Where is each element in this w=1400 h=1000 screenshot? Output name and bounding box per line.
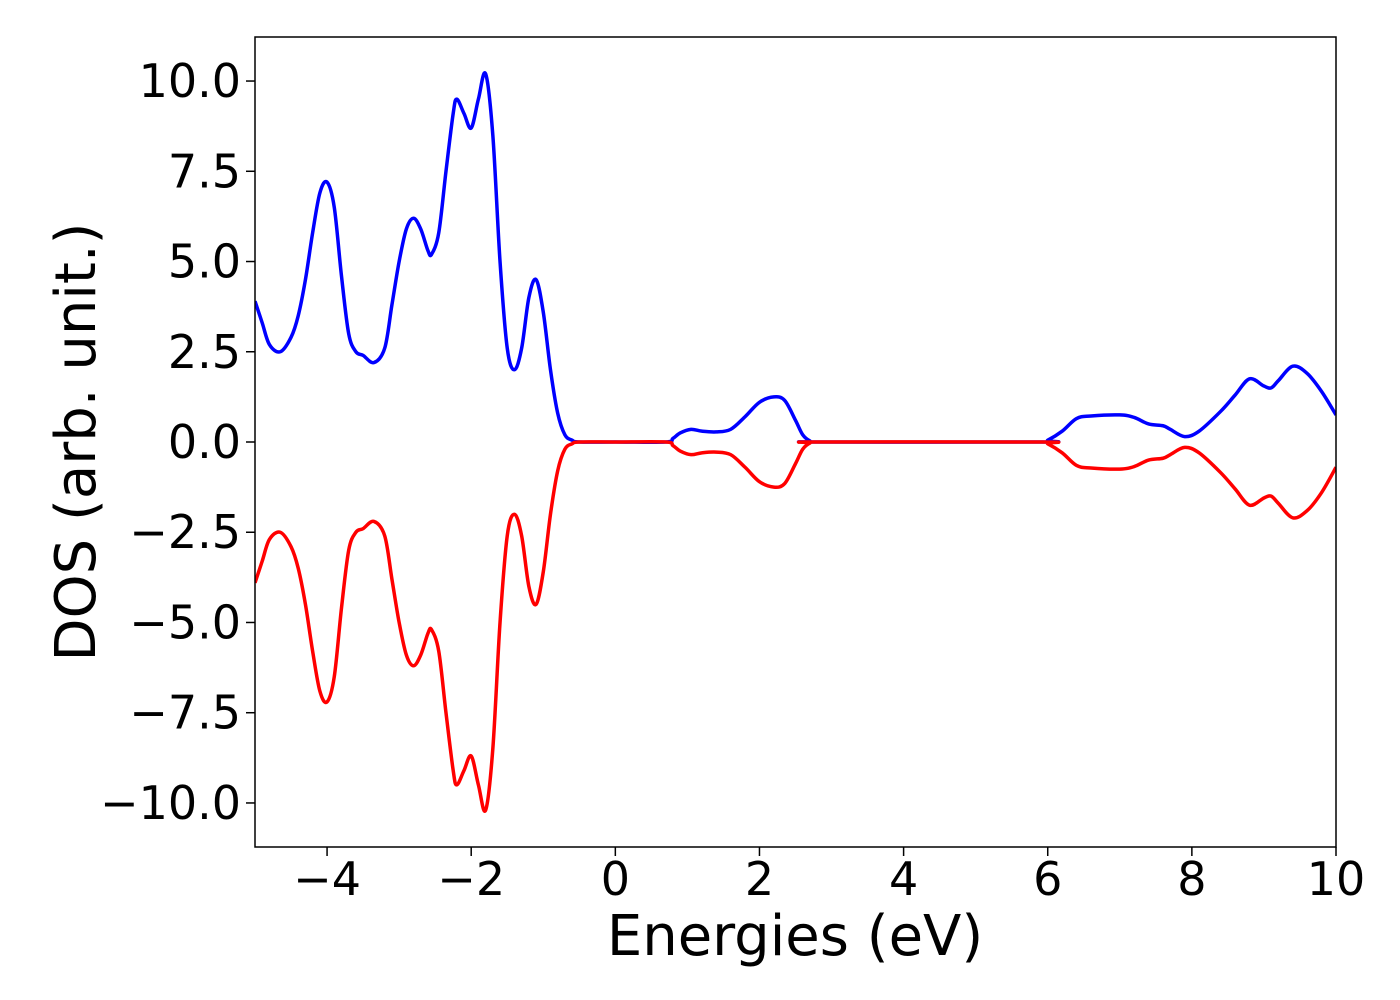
y-tick-label: 5.0 (168, 235, 241, 289)
y-tick-label: −5.0 (129, 595, 241, 649)
dos-line (255, 71, 1336, 445)
y-tick-label: 7.5 (168, 144, 241, 198)
y-tick-label: 2.5 (168, 325, 241, 379)
y-tick-label: −2.5 (129, 505, 241, 559)
x-tick-label: 0 (601, 852, 630, 906)
x-tick-label: 6 (1033, 852, 1062, 906)
x-axis-label: Energies (eV) (607, 904, 983, 969)
x-tick-label: −2 (437, 852, 505, 906)
x-tick-label: −4 (293, 852, 361, 906)
dos-line (255, 439, 1336, 813)
y-tick-label: 0.0 (168, 415, 241, 469)
x-tick-label: 4 (889, 852, 918, 906)
x-tick-label: 10 (1307, 852, 1366, 906)
plot-frame (254, 36, 1337, 848)
y-tick-label: 10.0 (139, 54, 241, 108)
x-tick-label: 2 (745, 852, 774, 906)
y-axis-label: DOS (arb. unit.) (44, 222, 109, 661)
y-tick-label: −10.0 (100, 776, 241, 830)
x-tick-label: 8 (1177, 852, 1206, 906)
y-tick-label: −7.5 (129, 686, 241, 740)
